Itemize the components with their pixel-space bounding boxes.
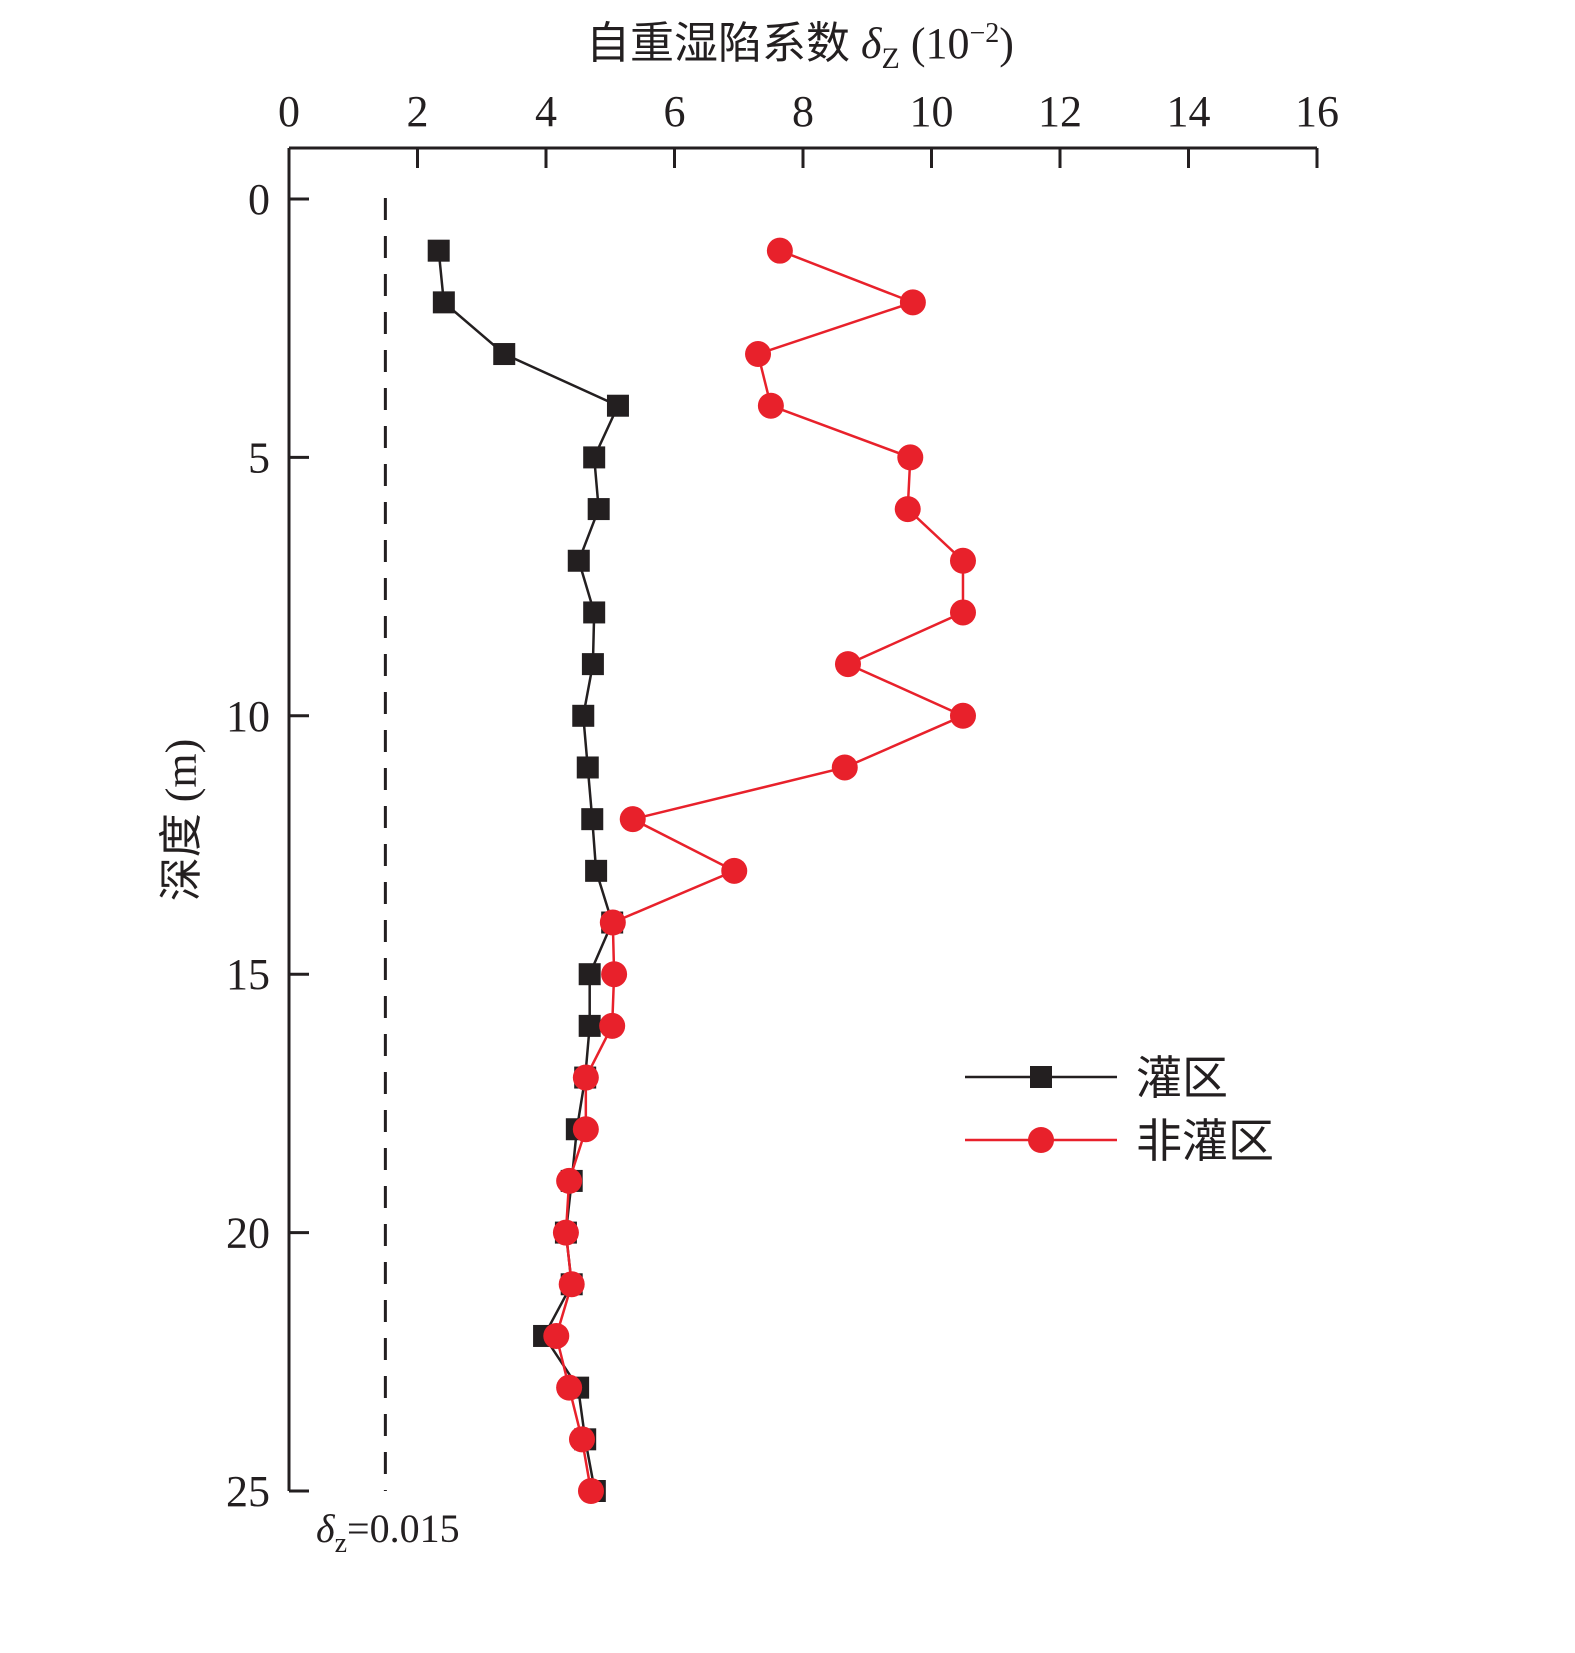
data-point (572, 1064, 599, 1091)
series-1 (543, 237, 976, 1504)
y-tick-label: 20 (226, 1209, 270, 1258)
reference-line-label: δz=0.015 (316, 1506, 460, 1559)
x-tick-label: 0 (278, 87, 300, 136)
data-point (581, 808, 604, 831)
y-tick-label: 0 (248, 175, 270, 224)
data-point (601, 961, 628, 988)
data-point (899, 289, 926, 316)
y-tick-label: 25 (226, 1467, 270, 1516)
x-tick-label: 12 (1038, 87, 1082, 136)
data-point (757, 392, 784, 419)
axes: 0 2 4 6 8 10 12 14 16 0 5 10 15 20 25 (226, 87, 1339, 1516)
y-tick-label: 10 (226, 692, 270, 741)
data-point (949, 547, 976, 574)
data-point (578, 1014, 601, 1037)
data-point (831, 754, 858, 781)
data-point (721, 857, 748, 884)
x-tick-label: 10 (910, 87, 954, 136)
series-0 (427, 239, 629, 1502)
x-tick-label: 16 (1295, 87, 1339, 136)
data-point (897, 444, 924, 471)
data-point (583, 601, 606, 624)
data-point (567, 549, 590, 572)
data-point (552, 1219, 579, 1246)
x-tick-label: 14 (1167, 87, 1211, 136)
x-tick-label: 6 (664, 87, 686, 136)
data-point (427, 239, 450, 262)
data-point (949, 702, 976, 729)
data-point (556, 1167, 583, 1194)
data-point (766, 237, 793, 264)
data-point (572, 1116, 599, 1143)
y-axis-title: 深度 (m) (157, 739, 206, 902)
data-point (543, 1322, 570, 1349)
data-point (578, 963, 601, 986)
data-point (558, 1271, 585, 1298)
data-point (619, 806, 646, 833)
data-point (568, 1426, 595, 1453)
legend-label: 非灌区 (1136, 1116, 1274, 1167)
data-point (834, 651, 861, 678)
data-point (894, 496, 921, 523)
data-point (599, 1012, 626, 1039)
x-tick-label: 8 (792, 87, 814, 136)
legend-marker (1030, 1066, 1052, 1088)
data-point (949, 599, 976, 626)
y-tick-label: 5 (248, 433, 270, 482)
data-point (745, 341, 772, 368)
data-point (599, 909, 626, 936)
legend-label: 灌区 (1136, 1053, 1228, 1104)
data-point (583, 446, 606, 469)
data-point (493, 343, 516, 366)
data-point (572, 704, 595, 727)
data-point (587, 498, 610, 521)
x-axis-title: 自重湿陷系数 δZ (10−2) (586, 18, 1014, 75)
data-point (577, 1478, 604, 1504)
x-tick-label: 2 (407, 87, 429, 136)
data-point (585, 859, 608, 882)
data-point (576, 756, 599, 779)
data-point (606, 394, 629, 417)
data-point (432, 291, 455, 314)
data-point (581, 653, 604, 676)
series-group (427, 237, 976, 1504)
x-tick-label: 4 (535, 87, 557, 136)
y-tick-label: 15 (226, 950, 270, 999)
series-line (554, 249, 967, 1492)
legend-marker (1028, 1127, 1054, 1153)
data-point (556, 1374, 583, 1401)
